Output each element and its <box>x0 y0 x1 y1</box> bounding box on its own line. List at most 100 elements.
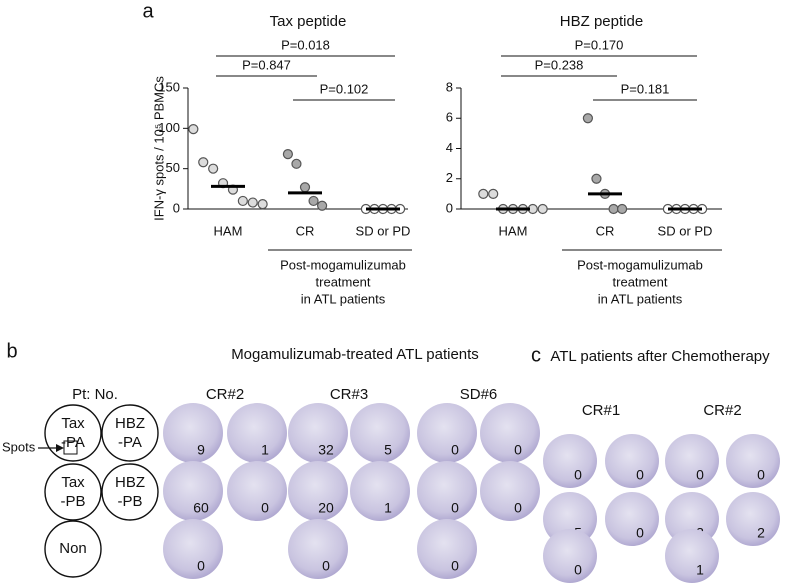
group-name: CR#1 <box>582 402 620 419</box>
x-tick-label: HAM <box>499 223 528 238</box>
spot-count: 2 <box>757 525 765 541</box>
well <box>665 492 719 546</box>
data-point <box>237 195 248 207</box>
group-label: treatment <box>613 274 668 289</box>
data-point <box>478 188 489 199</box>
legend-well <box>44 463 102 521</box>
data-point <box>291 158 302 169</box>
legend-well-label: HBZ <box>115 474 145 491</box>
data-point <box>188 124 199 135</box>
spot-count: 0 <box>451 558 459 574</box>
p-value: P=0.018 <box>281 37 330 52</box>
spot-count: 60 <box>193 500 209 516</box>
y-tick-label: 50 <box>166 160 180 175</box>
well <box>163 519 223 579</box>
legend-well <box>101 404 159 462</box>
p-value: P=0.847 <box>242 57 291 72</box>
data-point <box>198 157 209 168</box>
legend-well-label: HBZ <box>115 415 145 432</box>
data-point <box>608 203 619 215</box>
well <box>543 492 597 546</box>
spot-count: 1 <box>261 442 269 458</box>
well <box>288 403 348 463</box>
group-label: Post-mogamulizumab <box>280 257 406 272</box>
chart-title: HBZ peptide <box>560 13 643 30</box>
data-point <box>591 173 602 184</box>
spot-count: 0 <box>197 558 205 574</box>
legend-well <box>101 463 159 521</box>
panel-title: ATL patients after Chemotherapy <box>550 348 770 365</box>
spot-count: 0 <box>757 467 765 483</box>
data-point <box>488 188 499 199</box>
well <box>726 434 780 488</box>
spot-count: 0 <box>514 500 522 516</box>
well <box>417 403 477 463</box>
well <box>288 461 348 521</box>
data-point <box>299 182 311 193</box>
well <box>543 434 597 488</box>
well <box>665 434 719 488</box>
spot-count: 0 <box>636 467 644 483</box>
y-tick-label: 2 <box>446 170 453 185</box>
y-tick-label: 4 <box>446 140 453 155</box>
well <box>605 492 659 546</box>
chart-title: Tax peptide <box>270 13 347 30</box>
group-name: CR#2 <box>206 386 244 403</box>
group-label: in ATL patients <box>301 291 386 306</box>
data-point <box>308 195 319 207</box>
spot-box <box>63 440 78 455</box>
data-point <box>537 203 548 215</box>
spot-count: 20 <box>318 500 334 516</box>
well <box>163 461 223 521</box>
well <box>543 529 597 583</box>
data-point <box>208 163 219 174</box>
legend-well-label: Tax <box>61 415 85 432</box>
data-point <box>282 149 293 160</box>
p-value: P=0.181 <box>621 81 670 96</box>
well <box>417 461 477 521</box>
spot-count: 9 <box>197 442 205 458</box>
data-point <box>257 199 268 210</box>
p-value: P=0.170 <box>575 37 624 52</box>
data-point <box>247 197 258 208</box>
spot-count: 0 <box>451 500 459 516</box>
legend-well <box>44 404 102 462</box>
x-tick-label: CR <box>596 223 615 238</box>
data-point <box>582 113 594 124</box>
group-name: SD#6 <box>460 386 498 403</box>
spot-count: 0 <box>574 467 582 483</box>
well <box>417 519 477 579</box>
x-tick-label: CR <box>296 223 315 238</box>
spot-count: 32 <box>318 442 334 458</box>
data-point <box>616 203 628 215</box>
p-value: P=0.238 <box>535 57 584 72</box>
x-tick-label: SD or PD <box>356 223 411 238</box>
panel-label: a <box>142 0 154 22</box>
legend-well-label: -PB <box>117 493 142 510</box>
well <box>227 461 287 521</box>
group-label: in ATL patients <box>598 291 683 306</box>
spot-count: 0 <box>261 500 269 516</box>
legend-well-label: -PB <box>60 493 85 510</box>
arrow-head <box>56 444 64 452</box>
spot-count: 5 <box>384 442 392 458</box>
group-name: CR#2 <box>703 402 741 419</box>
legend-well-label: Tax <box>61 474 85 491</box>
y-tick-label: 0 <box>446 200 453 215</box>
y-tick-label: 6 <box>446 110 453 125</box>
spot-count: 0 <box>636 525 644 541</box>
panel-label: c <box>531 344 541 366</box>
spot-count: 0 <box>696 467 704 483</box>
legend-well-label: Non <box>59 540 87 557</box>
data-point <box>317 200 328 211</box>
group-label: treatment <box>316 274 371 289</box>
well <box>665 529 719 583</box>
well <box>480 461 540 521</box>
group-label: Post-mogamulizumab <box>577 257 703 272</box>
well <box>480 403 540 463</box>
x-tick-label: SD or PD <box>658 223 713 238</box>
y-axis-label: IFN-γ spots / 10⁵ PBMCs <box>151 76 166 221</box>
legend-well <box>44 520 102 578</box>
y-tick-label: 100 <box>158 120 180 135</box>
y-tick-label: 8 <box>446 79 453 94</box>
